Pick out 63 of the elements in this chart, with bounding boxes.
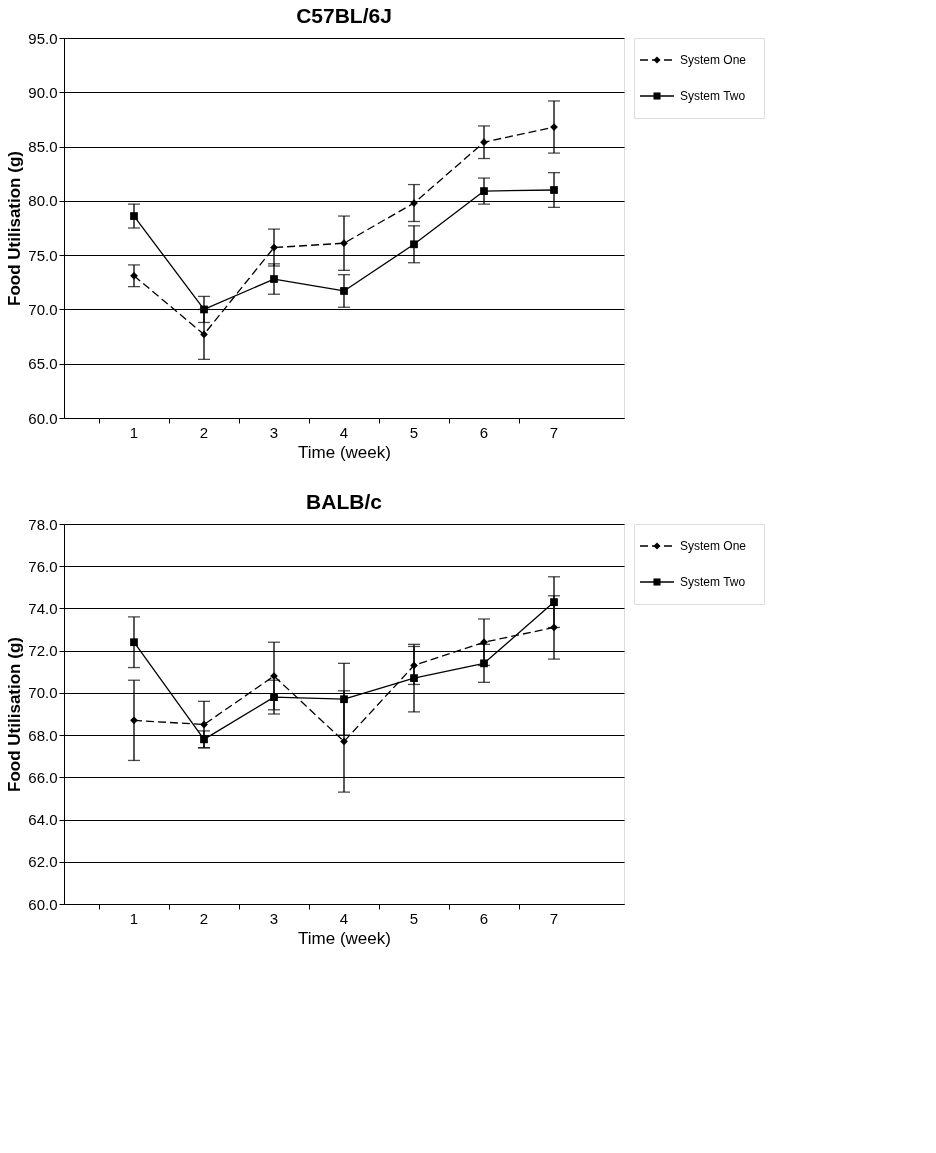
y-tick-label: 60.0 [28, 895, 58, 913]
legend-label: System One [680, 53, 747, 67]
point [340, 695, 348, 704]
point [480, 138, 488, 147]
point [200, 720, 208, 729]
y-tick-label: 66.0 [28, 768, 58, 786]
x-axis-title: Time (week) [298, 928, 391, 948]
y-tick-label: 65.0 [28, 355, 58, 373]
y-tick-label: 60.0 [28, 409, 58, 427]
point [130, 716, 138, 725]
point [130, 212, 138, 220]
x-tick-label: 2 [199, 909, 209, 927]
point [270, 243, 278, 252]
point [270, 693, 278, 701]
point [410, 674, 418, 682]
y-tick-label: 90.0 [28, 83, 58, 101]
y-tick-label: 70.0 [28, 684, 58, 702]
point [480, 187, 488, 195]
point [130, 271, 138, 280]
x-tick-label: 1 [129, 909, 139, 927]
y-tick-label: 74.0 [28, 599, 58, 617]
y-tick-label: 95.0 [28, 29, 58, 47]
point [410, 240, 418, 249]
point [550, 186, 558, 194]
y-tick-label: 85.0 [28, 138, 58, 156]
x-tick-label: 5 [409, 909, 419, 927]
y-tick-label: 78.0 [28, 515, 58, 533]
y-tick-label: 72.0 [28, 642, 58, 660]
point [550, 598, 558, 606]
point [340, 239, 348, 248]
x-tick-label: 7 [549, 909, 559, 927]
x-tick-label: 6 [479, 909, 489, 927]
point [270, 275, 278, 283]
x-tick-label: 1 [129, 423, 139, 441]
chart-title: BALB/c [306, 490, 383, 513]
x-tick-label: 7 [549, 423, 559, 441]
x-tick-label: 3 [269, 909, 279, 927]
y-tick-label: 64.0 [28, 811, 58, 829]
y-axis-title: Food Utilisation (g) [5, 637, 25, 792]
y-tick-label: 80.0 [28, 192, 58, 210]
legend-label: System Two [680, 575, 746, 589]
point [340, 287, 348, 295]
x-tick-label: 6 [479, 423, 489, 441]
x-tick-label: 5 [409, 423, 419, 441]
x-tick-label: 4 [339, 909, 349, 927]
point [130, 638, 138, 647]
y-tick-label: 76.0 [28, 557, 58, 575]
point [200, 330, 208, 339]
point [340, 737, 348, 746]
point [480, 659, 488, 668]
x-tick-label: 4 [339, 423, 349, 441]
legend-label: System Two [680, 89, 746, 103]
point [200, 735, 208, 744]
x-tick-label: 3 [269, 423, 279, 441]
chart-title: C57BL/6J [296, 4, 392, 27]
legend-label: System One [680, 539, 747, 553]
y-tick-label: 68.0 [28, 726, 58, 744]
y-axis-title: Food Utilisation (g) [5, 151, 25, 306]
y-tick-label: 70.0 [28, 300, 58, 318]
y-tick-label: 62.0 [28, 853, 58, 871]
x-tick-label: 2 [199, 423, 209, 441]
y-tick-label: 75.0 [28, 246, 58, 264]
x-axis-title: Time (week) [298, 442, 391, 462]
